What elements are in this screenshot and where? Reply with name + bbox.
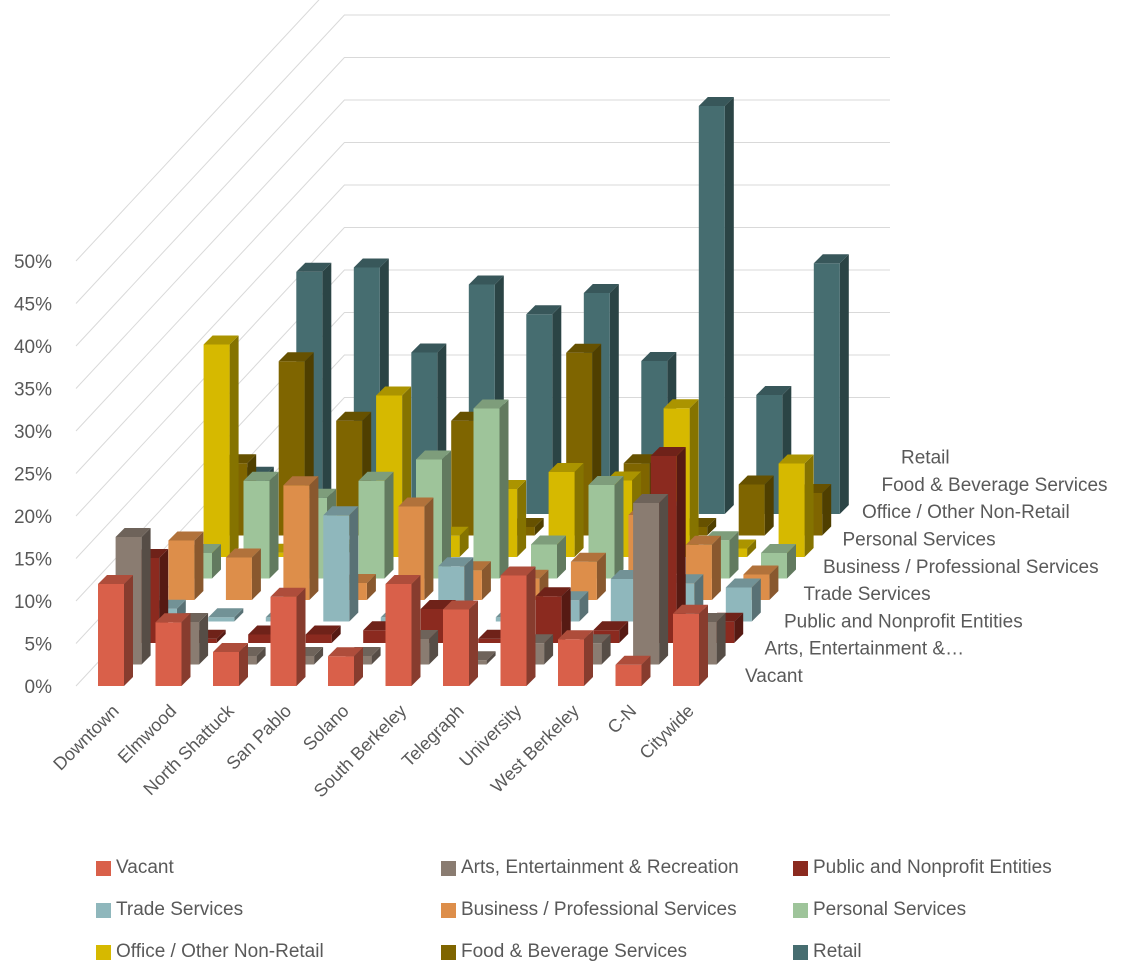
legend-swatch [441, 902, 456, 918]
bar-retail-south-berkeley [526, 305, 562, 514]
legend-item: Vacant [96, 856, 441, 880]
bar-trade-services-san-pablo [323, 506, 359, 622]
x-category-label: Telegraph [398, 701, 468, 771]
chart-walls [75, 0, 890, 687]
series-axis-label: Office / Other Non-Retail [862, 502, 1070, 523]
bar-vacant-north-shattuck [213, 643, 248, 686]
gridline [75, 57, 890, 347]
legend-swatch [96, 944, 111, 960]
y-tick-label: 30% [14, 422, 52, 443]
bar-food-beverage-services-c-n [738, 475, 774, 536]
series-axis-label: Personal Services [843, 530, 996, 551]
legend-label: Public and Nonprofit Entities [813, 857, 1052, 878]
legend-item: Personal Services [793, 898, 1123, 922]
y-tick-label: 50% [14, 252, 52, 273]
series-axis-label: Retail [901, 448, 950, 469]
series-axis-labels: Vacant Arts, Entertainment &… Public and N… [745, 448, 1108, 687]
y-tick-label: 20% [14, 507, 52, 528]
bar-vacant-c-n [615, 655, 651, 686]
legend-item: Business / Professional Services [441, 898, 793, 922]
bar-vacant-elmwood [155, 613, 191, 686]
legend-label: Vacant [116, 857, 174, 878]
legend-swatch [793, 860, 808, 876]
legend-swatch [96, 860, 111, 876]
y-tick-label: 0% [25, 677, 53, 698]
y-tick-label: 45% [14, 295, 52, 316]
y-tick-label: 5% [25, 635, 53, 656]
legend-swatch [793, 902, 808, 918]
bar-vacant-university [500, 566, 536, 686]
series-axis-label: Business / Professional Services [823, 557, 1099, 578]
y-tick-label: 25% [14, 465, 52, 486]
legend-label: Retail [813, 941, 862, 962]
bar-vacant-west-berkeley [558, 630, 593, 686]
series-axis-label: Public and Nonprofit Entities [784, 611, 1023, 632]
bar-vacant-solano [328, 647, 363, 686]
series-axis-label: Food & Beverage Services [882, 475, 1108, 496]
bar-vacant-citywide [673, 604, 708, 686]
series-axis-label: Arts, Entertainment &… [765, 639, 965, 660]
bar-business-professional-services-elmwood [225, 548, 261, 600]
series-axis-label: Trade Services [804, 584, 931, 605]
legend-item: Public and Nonprofit Entities [793, 856, 1123, 880]
y-tick-label: 15% [14, 550, 52, 571]
legend-swatch [441, 860, 456, 876]
bar-retail-west-berkeley [698, 97, 734, 514]
bar-office-other-non-retail-citywide [778, 454, 814, 557]
legend-item: Arts, Entertainment & Recreation [441, 856, 793, 880]
bar-arts-entertainment-recreation-c-n [633, 494, 669, 665]
bar-personal-services-south-berkeley [473, 399, 509, 579]
legend-label: Office / Other Non-Retail [116, 941, 324, 962]
bar-vacant-san-pablo [270, 587, 306, 686]
legend-item: Food & Beverage Services [441, 940, 793, 964]
bar-retail-citywide [813, 254, 849, 515]
legend-label: Personal Services [813, 899, 967, 920]
x-category-label: C-N [604, 701, 641, 738]
bar-vacant-telegraph [443, 600, 478, 686]
series-axis-label: Vacant [745, 666, 803, 687]
bar-vacant-downtown [98, 575, 133, 686]
gridline [75, 14, 890, 304]
legend-label: Business / Professional Services [461, 899, 737, 920]
legend-item: Retail [793, 940, 1123, 964]
legend-item: Trade Services [96, 898, 441, 922]
y-tick-label: 35% [14, 380, 52, 401]
bar-business-professional-services-downtown [168, 531, 204, 600]
legend-swatch [441, 944, 456, 960]
bar-public-and-nonprofit-entities-west-berkeley [593, 621, 629, 643]
bar-public-and-nonprofit-entities-san-pablo [305, 625, 341, 643]
gridline [75, 0, 320, 262]
y-tick-label: 40% [14, 337, 52, 358]
bar-trade-services-elmwood [208, 608, 244, 622]
y-tick-label: 10% [14, 592, 52, 613]
legend-label: Trade Services [116, 899, 244, 920]
x-category-label: Citywide [636, 701, 698, 763]
chart-legend: Vacant Arts, Entertainment & Recreation Pu… [96, 856, 1136, 964]
x-category-label: Downtown [49, 701, 123, 775]
chart-bars [98, 97, 849, 686]
legend-swatch [793, 944, 808, 960]
bar-business-professional-services-north-shattuck [283, 476, 319, 600]
legend-item: Office / Other Non-Retail [96, 940, 441, 964]
bar-office-other-non-retail-downtown [203, 335, 239, 557]
legend-label: Food & Beverage Services [461, 941, 688, 962]
x-category-label: Solano [299, 701, 353, 755]
legend-label: Arts, Entertainment & Recreation [461, 857, 739, 878]
bar-personal-services-san-pablo [358, 471, 394, 579]
legend-swatch [96, 902, 111, 918]
bar-vacant-south-berkeley [385, 575, 421, 686]
y-axis-tick-labels: 0% 5% 10% 15% 20% 25% 30% 35% 40% 45% 50% [14, 252, 52, 698]
